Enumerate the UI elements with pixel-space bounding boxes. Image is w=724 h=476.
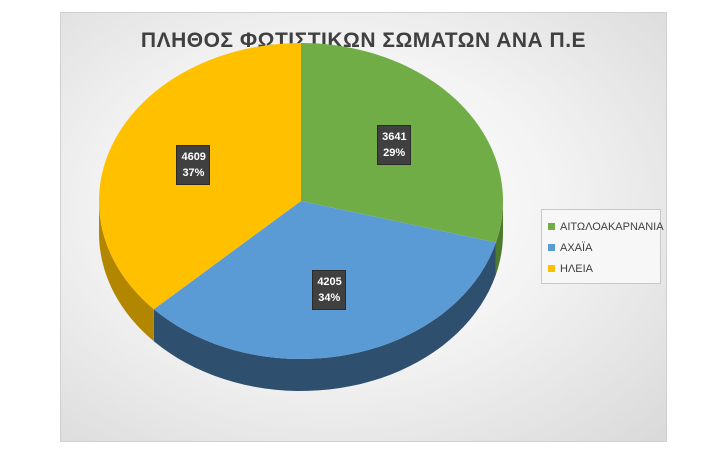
legend-swatch — [548, 265, 555, 272]
data-label-3: 4609 37% — [176, 144, 211, 185]
pie-side-3 — [99, 201, 154, 342]
legend-swatch — [548, 223, 555, 230]
data-label-value: 3641 — [382, 131, 407, 144]
data-label-2: 4205 34% — [312, 269, 347, 310]
data-label-percent: 37% — [182, 166, 205, 179]
data-label-percent: 29% — [383, 147, 406, 160]
legend-label: ΗΛΕΙΑ — [560, 262, 594, 275]
legend-label: ΑΧΑΪΑ — [560, 241, 593, 254]
pie-side-1 — [495, 201, 503, 275]
chart-area: ΠΛΗΘΟΣ ΦΩΤΙΣΤΙΚΩΝ ΣΩΜΑΤΩΝ ΑΝΑ Π.Ε 3641 29… — [60, 12, 667, 442]
pie-slices — [99, 43, 503, 359]
legend-label: ΑΙΤΩΛΟΑΚΑΡΝΑΝΙΑ — [560, 220, 664, 233]
legend: ΑΙΤΩΛΟΑΚΑΡΝΑΝΙΑ ΑΧΑΪΑ ΗΛΕΙΑ — [541, 209, 664, 284]
pie-side-2 — [153, 242, 496, 391]
legend-swatch — [548, 244, 555, 251]
legend-item-1: ΑΙΤΩΛΟΑΚΑΡΝΑΝΙΑ — [548, 216, 664, 237]
data-label-percent: 34% — [318, 291, 341, 304]
data-label-value: 4205 — [317, 275, 342, 288]
legend-item-3: ΗΛΕΙΑ — [548, 258, 654, 279]
chart-title: ΠΛΗΘΟΣ ΦΩΤΙΣΤΙΚΩΝ ΣΩΜΑΤΩΝ ΑΝΑ Π.Ε — [140, 29, 587, 52]
data-label-1: 3641 29% — [377, 125, 412, 166]
pie-side-walls — [99, 201, 503, 391]
data-label-value: 4609 — [181, 150, 206, 163]
legend-item-2: ΑΧΑΪΑ — [548, 237, 654, 258]
